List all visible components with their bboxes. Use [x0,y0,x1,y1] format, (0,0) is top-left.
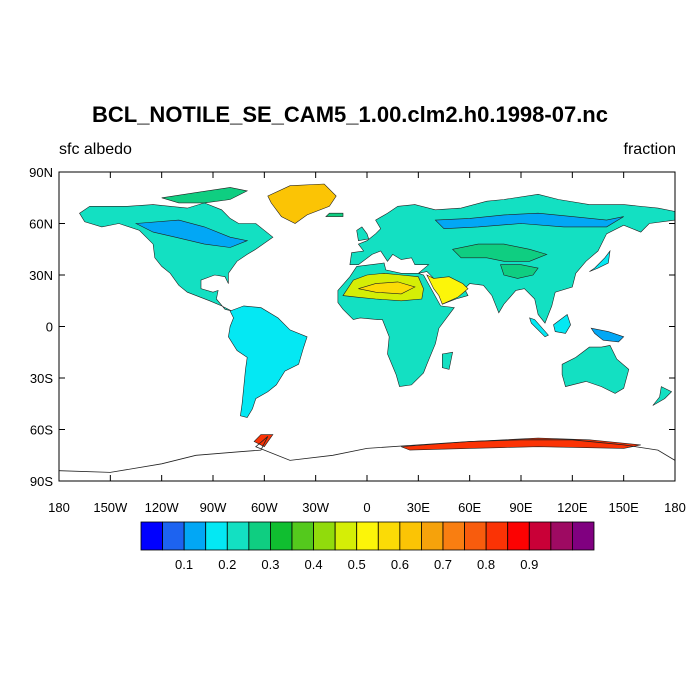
region-sumatra [529,317,549,338]
region-arctic-islands [161,187,249,204]
plot-title: BCL_NOTILE_SE_CAM5_1.00.clm2.h0.1998-07.… [91,102,608,127]
colorbar-swatch [572,521,595,551]
region-antarctica-east-ice [401,437,641,451]
lon-tick-label: 30W [302,500,329,515]
colorbar-swatch [399,521,422,551]
lat-tick-label: 0 [46,320,53,335]
colorbar-swatch [464,521,487,551]
colorbar-label: 0.6 [391,557,409,572]
colorbar-label: 0.1 [175,557,193,572]
lon-tick-label: 90E [509,500,532,515]
lat-tick-label: 90N [29,165,53,180]
variable-label: sfc albedo [59,141,132,158]
colorbar-label: 0.2 [218,557,236,572]
lat-tick-label: 60S [30,423,53,438]
region-sahara-bright [358,281,416,295]
colorbar-swatch [334,521,358,551]
region-new-guinea [590,327,625,343]
colorbar-swatch [162,521,185,551]
region-new-zealand [652,386,673,406]
colorbar-swatch [485,521,509,551]
lon-tick-label: 150W [93,500,128,515]
colorbar-swatch [183,521,207,551]
colorbar-swatch [248,521,271,551]
lon-tick-label: 150E [608,500,639,515]
region-uk [356,226,370,242]
region-borneo [553,314,571,334]
lat-tick-label: 30S [30,371,53,386]
region-japan [589,249,611,272]
region-central-america-south-america [228,305,308,418]
map-layer [58,183,676,473]
region-iceland [325,212,344,217]
region-madagascar [441,351,453,370]
colorbar-label: 0.9 [520,557,538,572]
colorbar-swatch [291,521,314,551]
colorbar-swatch [442,521,465,551]
lon-tick-label: 120W [145,500,180,515]
colorbar-label: 0.8 [477,557,495,572]
region-siberia-boreal [434,212,624,230]
colorbar-swatch [421,521,444,551]
units-label: fraction [623,141,676,158]
lat-tick-label: 90S [30,474,53,489]
colorbar-swatch [528,521,552,551]
colorbar-swatch [226,521,250,551]
lon-tick-label: 180 [664,500,686,515]
colorbar-label: 0.7 [434,557,452,572]
colorbar-label: 0.4 [305,557,323,572]
region-central-asia-steppe [451,243,548,262]
region-tibet [500,264,539,279]
region-arabia [426,274,469,305]
antarctica-coastline [58,436,676,473]
lon-tick-label: 90W [200,500,227,515]
colorbar: 0.1 0.2 0.3 0.4 0.5 0.6 0.7 0.8 0.9 [140,521,595,572]
lon-tick-label: 0 [363,500,370,515]
colorbar-label: 0.5 [348,557,366,572]
colorbar-swatch [313,521,336,551]
lon-tick-label: 60E [458,500,481,515]
lon-tick-label: 60W [251,500,278,515]
colorbar-swatch [205,521,228,551]
colorbar-swatch [356,521,379,551]
region-greenland [267,183,337,224]
lat-tick-label: 60N [29,217,53,232]
lon-tick-label: 180 [48,500,70,515]
map-axes: 90N 60N 30N 0 30S 60S 90S 180 150W 120W 90W 60W 30W 0… [29,165,686,515]
region-canada-boreal [134,219,249,248]
colorbar-swatch [140,521,163,551]
lat-tick-label: 30N [29,268,53,283]
colorbar-swatch [507,521,530,551]
colorbar-swatch [270,521,293,551]
lon-tick-label: 120E [557,500,588,515]
colorbar-label: 0.3 [261,557,279,572]
colorbar-swatch [377,521,401,551]
lon-tick-label: 30E [407,500,430,515]
region-australia [561,345,630,394]
region-north-america [79,202,274,312]
colorbar-swatch [550,521,573,551]
